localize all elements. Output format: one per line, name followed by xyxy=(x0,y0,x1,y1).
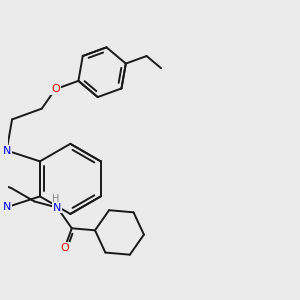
Text: O: O xyxy=(51,84,60,94)
Text: N: N xyxy=(2,202,11,212)
Text: O: O xyxy=(60,242,69,253)
Text: H: H xyxy=(52,194,59,203)
Text: N: N xyxy=(53,202,61,213)
Text: N: N xyxy=(2,146,11,155)
